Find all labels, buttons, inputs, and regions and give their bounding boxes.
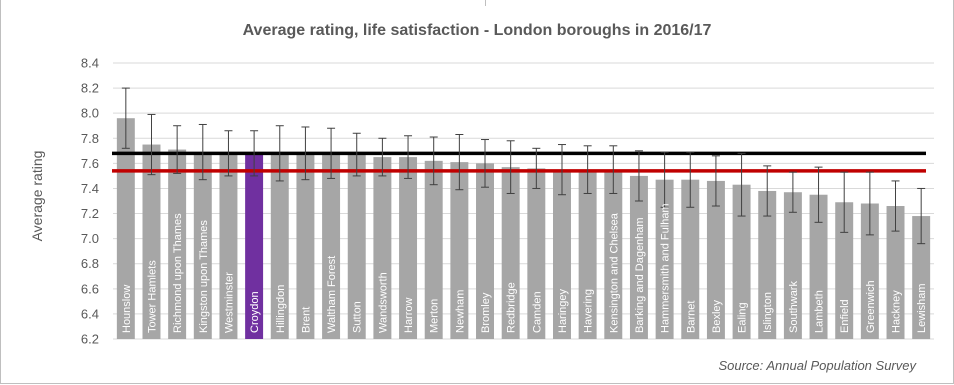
category-label: Merton <box>429 299 441 333</box>
category-label: Greenwich <box>865 280 877 333</box>
bar <box>116 118 135 339</box>
category-label: Bexley <box>711 299 723 333</box>
y-tick-label: 6.2 <box>81 332 99 347</box>
bar <box>809 194 828 339</box>
category-label: Hammersmith and Fulham <box>660 203 672 333</box>
bar <box>706 180 725 339</box>
category-label: Southwark <box>788 281 800 333</box>
category-label: Brent <box>300 307 312 333</box>
bar <box>886 206 905 339</box>
category-label: Sutton <box>352 301 364 333</box>
bar <box>783 192 802 339</box>
category-label: Hounslow <box>121 285 133 333</box>
y-tick-label: 7.0 <box>81 231 99 246</box>
bar <box>835 202 854 339</box>
bar <box>219 153 238 339</box>
bar <box>168 149 187 339</box>
bar <box>296 153 315 339</box>
frame-divider <box>485 0 486 6</box>
category-label: Havering <box>583 289 595 333</box>
bar <box>245 153 264 339</box>
y-tick-label: 7.8 <box>81 131 99 146</box>
bar <box>322 153 341 339</box>
bar <box>476 163 494 339</box>
bar <box>527 168 546 339</box>
bar <box>732 184 751 339</box>
bar <box>629 175 648 339</box>
category-label: Enfield <box>839 299 851 333</box>
category-label: Westminster <box>223 272 235 333</box>
chart-title: Average rating, life satisfaction - Lond… <box>242 22 712 39</box>
bar <box>758 190 777 339</box>
y-tick-label: 7.2 <box>81 206 99 221</box>
category-label: Ealing <box>737 302 749 333</box>
bar <box>347 154 366 339</box>
y-tick-label: 8.4 <box>81 56 99 71</box>
y-tick-label: 6.8 <box>81 256 99 271</box>
bar <box>424 160 443 339</box>
bar <box>604 169 623 339</box>
category-label: Tower Hamlets <box>146 260 158 333</box>
category-label: Hillingdon <box>275 285 287 333</box>
bar <box>142 144 161 339</box>
source-note: Source: Annual Population Survey <box>718 358 916 373</box>
category-label: Harrow <box>403 297 415 333</box>
category-label: Barnet <box>685 301 697 333</box>
y-tick-label: 8.2 <box>81 81 99 96</box>
category-label: Camden <box>531 291 543 333</box>
category-label: Bromley <box>480 292 492 333</box>
category-label: Kingston upon Thames <box>198 220 210 333</box>
bar <box>373 157 392 339</box>
bar <box>860 203 879 339</box>
category-label: Croydon <box>249 291 261 333</box>
category-label: Redbridge <box>506 282 518 333</box>
category-label: Lambeth <box>814 290 826 333</box>
category-label: Richmond upon Thames <box>172 213 184 333</box>
bar <box>501 167 520 339</box>
category-label: Lewisham <box>916 283 928 333</box>
y-tick-label: 7.6 <box>81 156 99 171</box>
bar <box>553 169 571 339</box>
y-tick-label: 6.6 <box>81 281 99 296</box>
bar <box>655 179 674 339</box>
category-label: Haringey <box>557 288 569 333</box>
bar <box>193 152 212 339</box>
category-label: Islington <box>762 292 774 333</box>
category-label: Wandsworth <box>377 272 389 333</box>
bar <box>399 157 418 339</box>
bar <box>270 153 289 339</box>
bar <box>450 162 469 339</box>
category-label: Waltham Forest <box>326 256 338 333</box>
bar <box>681 179 700 339</box>
category-label: Barking and Dagenham <box>634 217 646 333</box>
category-label: Kensington and Chelsea <box>608 212 620 333</box>
category-label: Newham <box>454 290 466 333</box>
bar <box>578 169 597 339</box>
category-label: Hackney <box>891 290 903 333</box>
y-tick-label: 7.4 <box>81 181 99 196</box>
y-tick-label: 8.0 <box>81 106 99 121</box>
bar <box>912 216 931 339</box>
y-tick-label: 6.4 <box>81 306 99 321</box>
